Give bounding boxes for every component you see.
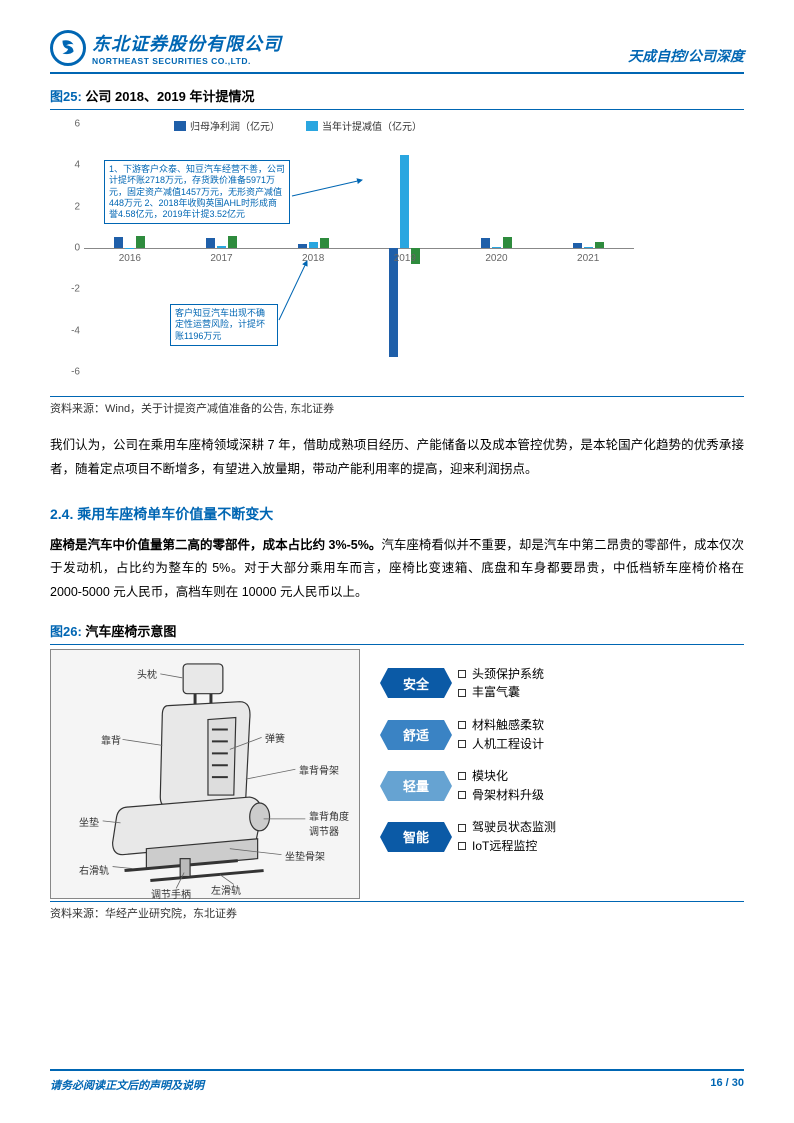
y-tick: 4 <box>58 160 80 171</box>
feature-badge: 舒适 <box>388 720 444 750</box>
seat-label: 头枕 <box>137 666 157 681</box>
bar <box>320 238 329 248</box>
y-tick: -4 <box>58 325 80 336</box>
seat-label: 坐垫 <box>79 814 99 829</box>
bar <box>481 238 490 248</box>
feature-badge: 轻量 <box>388 771 444 801</box>
feature-row: 舒适材料触感柔软人机工程设计 <box>388 716 744 753</box>
page-footer: 请务必阅读正文后的声明及说明 16 / 30 <box>50 1069 744 1093</box>
x-tick: 2018 <box>302 253 324 264</box>
feature-text: 头颈保护系统丰富气囊 <box>458 665 544 702</box>
feature-row: 智能驾驶员状态监测IoT远程监控 <box>388 818 744 855</box>
page-header: 东北证券股份有限公司 NORTHEAST SECURITIES CO.,LTD.… <box>50 30 744 74</box>
company-name-en: NORTHEAST SECURITIES CO.,LTD. <box>92 56 282 66</box>
feature-text: 驾驶员状态监测IoT远程监控 <box>458 818 556 855</box>
bar <box>217 246 226 248</box>
footer-disclaimer: 请务必阅读正文后的声明及说明 <box>50 1077 204 1093</box>
feature-badge: 安全 <box>388 668 444 698</box>
seat-label: 坐垫骨架 <box>285 848 325 863</box>
bar <box>492 247 501 248</box>
bar <box>573 243 582 248</box>
seat-label: 左滑轨 <box>211 882 241 897</box>
y-tick: -2 <box>58 284 80 295</box>
fig26-wrap: 头枕 靠背 坐垫 弹簧 靠背骨架 靠背角度 调节器 坐垫骨架 右滑轨 调节手柄 … <box>50 644 744 899</box>
x-tick: 2017 <box>210 253 232 264</box>
logo-block: 东北证券股份有限公司 NORTHEAST SECURITIES CO.,LTD. <box>50 30 282 66</box>
fig25-source: 资料来源：Wind，关于计提资产减值准备的公告, 东北证券 <box>50 396 744 416</box>
seat-label: 靠背骨架 <box>299 762 339 777</box>
bar <box>389 248 398 357</box>
y-tick: -6 <box>58 367 80 378</box>
seat-label: 靠背 <box>101 732 121 747</box>
seat-diagram: 头枕 靠背 坐垫 弹簧 靠背骨架 靠背角度 调节器 坐垫骨架 右滑轨 调节手柄 … <box>50 649 360 899</box>
feature-list: 安全头颈保护系统丰富气囊舒适材料触感柔软人机工程设计轻量模块化骨架材料升级智能驾… <box>388 649 744 856</box>
logo-icon <box>50 30 86 66</box>
paragraph-2: 座椅是汽车中价值量第二高的零部件，成本占比约 3%-5%。汽车座椅看似并不重要，… <box>50 534 744 605</box>
header-right-text: 天成自控/公司深度 <box>628 46 744 66</box>
feature-row: 安全头颈保护系统丰富气囊 <box>388 665 744 702</box>
bar <box>228 236 237 248</box>
bar <box>114 237 123 248</box>
fig26-title: 图26: 汽车座椅示意图 <box>50 621 744 640</box>
feature-text: 材料触感柔软人机工程设计 <box>458 716 544 753</box>
bar <box>503 237 512 248</box>
seat-label: 弹簧 <box>265 730 285 745</box>
bar <box>136 236 145 248</box>
fig26-source: 资料来源：华经产业研究院，东北证券 <box>50 901 744 921</box>
bar <box>206 238 215 248</box>
y-tick: 0 <box>58 243 80 254</box>
fig25-chart: 归母净利润（亿元）当年计提减值（亿元）归母净利润+减值 201620172018… <box>54 114 644 394</box>
section-2-4-heading: 2.4. 乘用车座椅单车价值量不断变大 <box>50 504 744 524</box>
y-tick: 6 <box>58 119 80 130</box>
x-tick: 2021 <box>577 253 599 264</box>
chart-annotation-1: 1、下游客户众泰、知豆汽车经营不善，公司计提坏账2718万元，存货跌价准备597… <box>104 160 290 224</box>
bar <box>309 242 318 248</box>
bar <box>584 247 593 248</box>
chart-annotation-2: 客户知豆汽车出现不确定性运营风险，计提坏账1196万元 <box>170 304 278 346</box>
x-tick: 2019 <box>394 253 416 264</box>
seat-label: 靠背角度 调节器 <box>309 808 349 838</box>
bar <box>400 155 409 248</box>
bar <box>298 244 307 248</box>
x-tick: 2020 <box>485 253 507 264</box>
y-tick: 2 <box>58 201 80 212</box>
feature-badge: 智能 <box>388 822 444 852</box>
feature-row: 轻量模块化骨架材料升级 <box>388 767 744 804</box>
company-name-cn: 东北证券股份有限公司 <box>92 30 282 56</box>
seat-label: 右滑轨 <box>79 862 109 877</box>
fig25-title: 图25: 公司 2018、2019 年计提情况 <box>50 86 744 105</box>
footer-page-number: 16 / 30 <box>710 1077 744 1093</box>
x-tick: 2016 <box>119 253 141 264</box>
seat-label: 调节手柄 <box>151 886 191 901</box>
feature-text: 模块化骨架材料升级 <box>458 767 544 804</box>
fig25-chart-wrap: 归母净利润（亿元）当年计提减值（亿元）归母净利润+减值 201620172018… <box>50 109 744 394</box>
paragraph-1: 我们认为，公司在乘用车座椅领域深耕 7 年，借助成熟项目经历、产能储备以及成本管… <box>50 434 744 482</box>
bar <box>595 242 604 248</box>
